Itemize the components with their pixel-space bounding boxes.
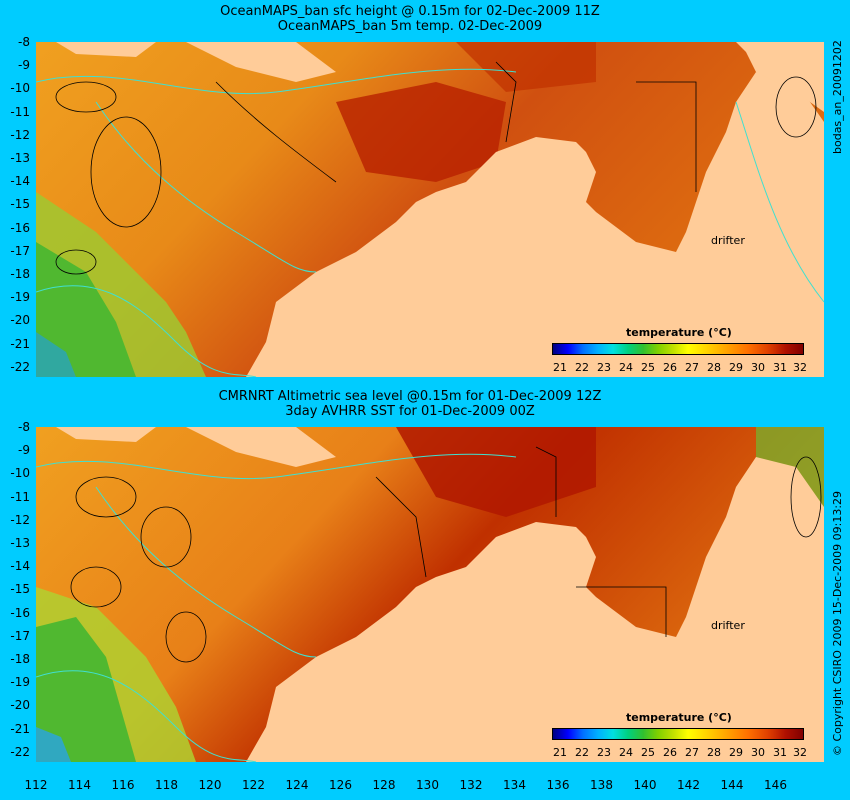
- y-tick-label: -10: [10, 81, 30, 96]
- x-tick-label: 114: [68, 778, 91, 792]
- x-tick-label: 118: [155, 778, 178, 792]
- y-tick-label: -8: [18, 35, 30, 49]
- panel2-title-line1: CMRNRT Altimetric sea level @0.15m for 0…: [218, 389, 602, 404]
- colorbar-tick: 24: [619, 361, 633, 374]
- y-tick-label: -21: [10, 336, 30, 351]
- x-tick-label: 126: [329, 778, 352, 792]
- y-tick-label: -8: [18, 420, 30, 434]
- colorbar-tick: 28: [707, 361, 721, 374]
- colorbar-tick: 31: [773, 746, 787, 759]
- y-tick-label: -9: [18, 58, 30, 73]
- y-tick-label: -12: [10, 127, 30, 142]
- y-tick-label: -13: [10, 536, 30, 550]
- x-tick-label: 140: [633, 778, 657, 792]
- x-tick-label: 146: [764, 778, 787, 792]
- y-tick-label: -18: [10, 652, 30, 666]
- y-tick-label: -20: [10, 698, 30, 713]
- colorbar-tick: 31: [773, 361, 787, 374]
- colorbar-tick: 21: [553, 746, 567, 759]
- y-tick-label: -14: [10, 174, 30, 189]
- y-tick-label: -22: [10, 359, 30, 374]
- colorbar-tick: 26: [663, 746, 677, 759]
- map-panel-cmrnrt: temperature (°C) 21 22 23 24 25 26 27 28…: [36, 427, 824, 762]
- colorbar-tick: 32: [793, 746, 807, 759]
- cmrnrt-map-graphic: [36, 427, 824, 762]
- y-tick-label: -16: [10, 605, 30, 620]
- x-tick-label: 132: [459, 778, 483, 792]
- australia-land: [246, 457, 824, 762]
- colorbar-tick: 32: [793, 361, 807, 374]
- colorbar-tick: 22: [575, 361, 589, 374]
- colorbar-tick: 28: [707, 746, 721, 759]
- y-tick-label: -21: [10, 721, 30, 736]
- colorbar-title: temperature (°C): [626, 326, 732, 339]
- colorbar-title: temperature (°C): [626, 711, 732, 724]
- x-tick-label: 136: [546, 778, 570, 792]
- australia-land: [246, 72, 824, 377]
- y-tick-label: -15: [10, 582, 30, 597]
- x-tick-label: 128: [372, 778, 396, 792]
- y-tick-label: -20: [10, 313, 30, 328]
- x-tick-label: 138: [590, 778, 613, 792]
- x-tick-label: 144: [720, 778, 744, 792]
- map-panel-oceanmaps: temperature (°C) 21 22 23 24 25 26 27 28…: [36, 42, 824, 377]
- y-tick-label: -19: [10, 290, 30, 305]
- colorbar-gradient: [552, 343, 804, 355]
- colorbar-tick: 26: [663, 361, 677, 374]
- x-tick-label: 130: [416, 778, 439, 792]
- y-tick-label: -22: [10, 744, 30, 759]
- x-tick-label: 116: [111, 778, 135, 792]
- y-tick-label: -17: [10, 243, 30, 258]
- drifter-label: drifter: [711, 234, 745, 247]
- y-tick-label: -13: [10, 151, 30, 165]
- colorbar-tick: 25: [641, 361, 655, 374]
- x-tick-label: 120: [198, 778, 222, 792]
- y-tick-label: -18: [10, 267, 30, 281]
- colorbar-tick: 27: [685, 746, 699, 759]
- panel2-title-line2: 3day AVHRR SST for 01-Dec-2009 00Z: [285, 404, 535, 419]
- colorbar-tick: 21: [553, 361, 567, 374]
- x-tick-label: 112: [24, 778, 48, 792]
- y-tick-label: -19: [10, 675, 30, 690]
- colorbar-tick: 24: [619, 746, 633, 759]
- y-tick-label: -11: [10, 104, 30, 119]
- y-tick-label: -10: [10, 466, 30, 481]
- y-tick-label: -17: [10, 628, 30, 643]
- y-tick-label: -11: [10, 489, 30, 504]
- colorbar-tick: 29: [729, 361, 743, 374]
- y-tick-label: -12: [10, 512, 30, 527]
- colorbar-tick: 25: [641, 746, 655, 759]
- panel2-side-label: © Copyright CSIRO 2009 15-Dec-2009 09:13…: [831, 490, 844, 756]
- colorbar-tick: 27: [685, 361, 699, 374]
- x-tick-label: 124: [285, 778, 309, 792]
- x-tick-label: 122: [242, 778, 265, 792]
- colorbar-tick: 29: [729, 746, 743, 759]
- y-tick-label: -16: [10, 220, 30, 235]
- y-tick-label: -14: [10, 559, 30, 574]
- panel1-title-line1: OceanMAPS_ban sfc height @ 0.15m for 02-…: [220, 4, 600, 19]
- colorbar-tick: 23: [597, 361, 611, 374]
- colorbar-tick: 23: [597, 746, 611, 759]
- drifter-label: drifter: [711, 619, 745, 632]
- panel1-side-label: bodas_an_20091202: [831, 40, 844, 154]
- colorbar-tick: 22: [575, 746, 589, 759]
- colorbar-tick: 30: [751, 746, 765, 759]
- colorbar-tick: 30: [751, 361, 765, 374]
- panel1-title-line2: OceanMAPS_ban 5m temp. 02-Dec-2009: [277, 19, 543, 34]
- oceanmaps-map-graphic: [36, 42, 824, 377]
- y-tick-label: -15: [10, 197, 30, 212]
- x-tick-label: 134: [503, 778, 526, 792]
- y-tick-label: -9: [18, 443, 30, 458]
- colorbar-gradient: [552, 728, 804, 740]
- png-land: [736, 42, 824, 112]
- x-tick-label: 142: [677, 778, 700, 792]
